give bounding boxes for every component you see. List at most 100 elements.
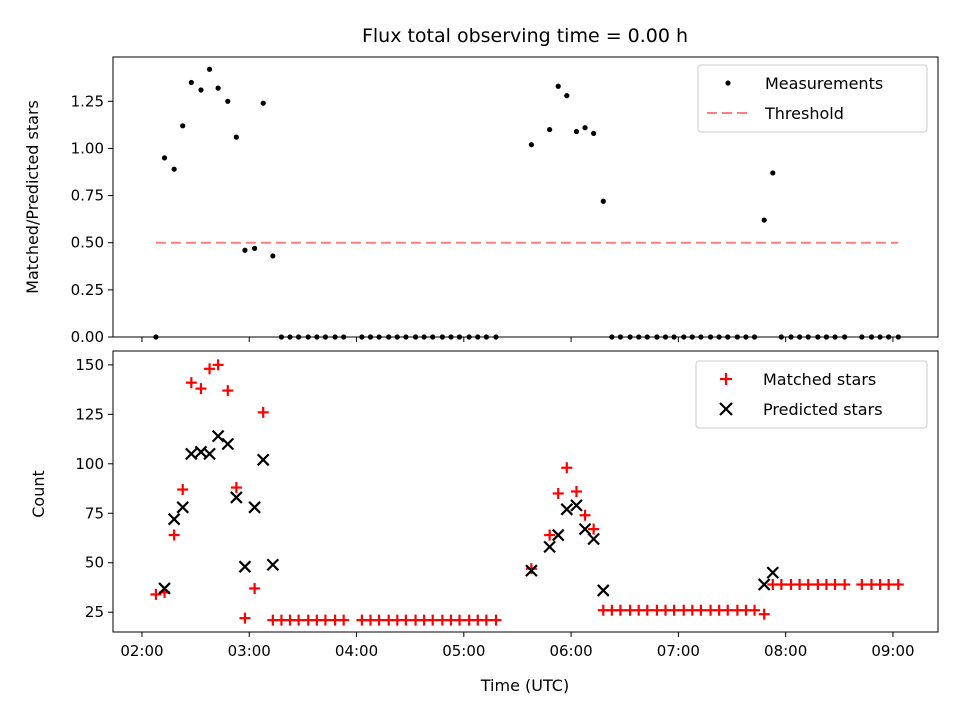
measurement-point — [483, 334, 489, 340]
predicted-star-point — [587, 532, 600, 546]
matched-star-point — [222, 385, 234, 397]
measurement-point — [770, 170, 776, 176]
matched-star-point — [177, 484, 189, 496]
matched-star-point — [802, 579, 814, 591]
measurement-point — [367, 334, 374, 340]
count-plot-frame — [112, 350, 939, 633]
matched-star-point — [749, 604, 761, 616]
legend-matched-label: Matched stars — [763, 370, 876, 389]
matched-star-point — [480, 614, 492, 626]
ratio-y-axis-label: Matched/Predicted stars — [23, 100, 42, 294]
predicted-star-point — [266, 558, 280, 571]
measurement-point — [215, 85, 221, 91]
measurement-point — [797, 334, 803, 340]
x-tick-label: 08:00 — [764, 642, 807, 660]
predicted-star-point — [248, 501, 261, 514]
count-x-ticks: 02:00 03:00 04:00 05:00 06:00 07:00 08:00 09:00 — [120, 632, 915, 660]
measurement-point — [671, 334, 677, 340]
measurement-point — [823, 334, 830, 340]
measurement-point — [681, 334, 687, 340]
predicted-star-point — [256, 453, 270, 467]
measurement-point — [386, 334, 392, 340]
matched-star-point — [668, 604, 680, 616]
legend-predicted-marker — [719, 402, 733, 416]
measurement-point — [430, 334, 436, 340]
matched-star-point — [185, 377, 197, 389]
measurement-point — [743, 334, 749, 340]
y-tick-label: 1.25 — [71, 92, 104, 110]
predicted-star-point — [766, 566, 780, 579]
measurement-point — [751, 334, 758, 340]
measurement-point — [805, 334, 811, 340]
measurement-point — [412, 334, 419, 340]
y-tick-label: 1.00 — [71, 139, 104, 157]
matched-star-point — [544, 529, 556, 541]
measurement-point — [225, 98, 231, 104]
measurement-point — [341, 334, 347, 340]
y-tick-label: 0.50 — [71, 234, 104, 252]
predicted-star-point — [551, 528, 565, 542]
ratio-panel: 0.00 0.25 0.50 0.75 1.00 1.25 Matched/Predict… — [23, 56, 939, 346]
measurement-point — [252, 245, 258, 251]
predicted-star-point — [525, 564, 538, 577]
matched-star-point — [195, 383, 207, 395]
matched-star-point — [839, 579, 851, 591]
measurement-point — [260, 100, 266, 106]
measurement-point — [877, 334, 883, 340]
matched-star-point — [722, 604, 734, 616]
legend-measurements-marker — [725, 80, 731, 86]
y-tick-label: 0.75 — [71, 187, 104, 205]
y-tick-label: 0.00 — [71, 328, 104, 346]
x-axis-label: Time (UTC) — [480, 676, 569, 695]
measurement-point — [528, 142, 535, 148]
legend-predicted-label: Predicted stars — [763, 400, 883, 419]
predicted-star-point — [185, 447, 198, 461]
measurement-point — [295, 334, 302, 340]
measurement-point — [609, 334, 615, 340]
measurement-point — [322, 334, 329, 340]
matched-star-point — [775, 579, 787, 591]
x-tick-label: 05:00 — [442, 642, 485, 660]
measurement-point — [439, 334, 445, 340]
measurement-point — [886, 334, 892, 340]
x-tick-label: 02:00 — [120, 642, 163, 660]
measurement-point — [161, 155, 168, 161]
matched-star-point — [552, 487, 564, 499]
measurement-point — [547, 126, 553, 133]
measurement-point — [591, 130, 597, 136]
measurement-point — [582, 125, 588, 131]
matched-star-point — [570, 486, 582, 497]
measurement-point — [868, 334, 875, 340]
ratio-legend: Measurements Threshold — [697, 64, 928, 133]
measurement-point — [421, 334, 427, 340]
measurement-point — [456, 334, 463, 340]
measurement-point — [359, 334, 365, 340]
ratio-legend-box — [697, 64, 928, 133]
measurement-point — [698, 334, 704, 340]
matched-star-point — [758, 608, 770, 620]
y-tick-label: 125 — [75, 405, 104, 423]
predicted-star-point — [578, 522, 592, 536]
matched-star-point — [212, 359, 224, 371]
measurement-point — [832, 334, 838, 340]
count-legend: Matched stars Predicted stars — [695, 360, 928, 429]
matched-star-point — [883, 579, 895, 591]
measurement-point — [662, 334, 669, 340]
matched-star-point — [373, 614, 385, 626]
matched-star-point — [168, 529, 180, 541]
matched-star-point — [204, 363, 216, 375]
x-tick-label: 04:00 — [335, 642, 378, 660]
predicted-star-point — [597, 584, 610, 597]
predicted-stars-series — [158, 429, 780, 597]
measurement-point — [332, 334, 338, 340]
matched-star-point — [230, 482, 242, 494]
measurement-point — [233, 134, 239, 140]
measurement-point — [895, 334, 901, 340]
matched-star-point — [400, 614, 412, 626]
predicted-star-point — [560, 503, 574, 516]
measurement-point — [716, 334, 722, 340]
legend-threshold-label: Threshold — [764, 104, 844, 123]
count-panel: 25 50 75 100 125 150 02:00 03:00 04:00 05:00 06:0… — [29, 350, 939, 695]
measurement-point — [564, 93, 570, 99]
measurement-point — [153, 334, 159, 340]
